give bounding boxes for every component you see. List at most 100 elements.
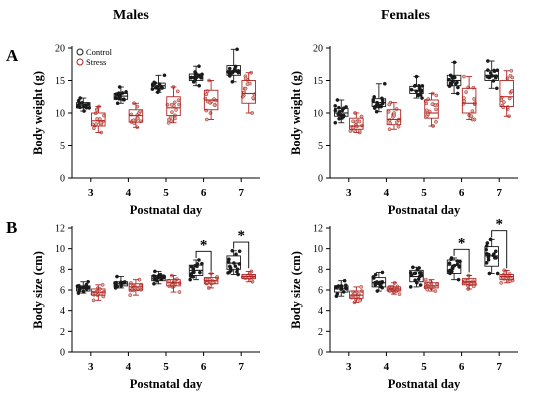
x-tick-label: 4 <box>384 361 390 373</box>
control-box-5 <box>408 265 424 289</box>
bracket-line <box>195 250 212 272</box>
box-iqr <box>188 73 204 81</box>
chart-females-weight: 0 5 10 15 20 3 4 5 6 7 Postnatal day Body weight (g… <box>289 44 518 217</box>
x-axis-label: Postnatal day <box>130 377 203 391</box>
y-tick-label: 6 <box>318 286 323 297</box>
data-point <box>233 264 238 269</box>
data-point <box>417 271 422 275</box>
data-point <box>243 76 248 81</box>
data-point <box>416 277 421 282</box>
data-point <box>493 75 498 80</box>
control-box-3 <box>75 279 91 295</box>
data-point <box>425 287 430 292</box>
data-point <box>387 102 392 107</box>
data-point <box>230 70 235 75</box>
y-tick-label: 12 <box>55 224 65 235</box>
y-axis-label: Body weight (g) <box>289 71 303 155</box>
data-point <box>212 103 217 107</box>
data-point <box>430 102 435 107</box>
data-point <box>100 282 105 287</box>
control-box-3 <box>333 98 349 125</box>
data-point <box>97 117 102 121</box>
stress-box-3 <box>349 285 364 305</box>
bracket-line <box>491 230 508 269</box>
legend-stress-marker <box>76 58 84 66</box>
y-tick-label: 15 <box>55 76 65 87</box>
y-tick-label: 4 <box>318 306 323 317</box>
data-point <box>372 95 377 99</box>
data-point <box>204 117 209 122</box>
chart-females-size: 0 2 4 6 8 10 12 3 4 5 6 7 Postnatal day Body size (cm… <box>289 217 518 391</box>
data-point <box>396 124 401 129</box>
stress-box-5 <box>423 277 439 293</box>
data-point <box>484 261 489 265</box>
significance-bracket-6: * <box>195 237 212 272</box>
data-point <box>177 290 182 294</box>
stress-box-4 <box>386 280 402 296</box>
control-box-5 <box>409 74 425 100</box>
y-tick-label: 5 <box>318 141 323 152</box>
stress-box-4 <box>386 100 402 132</box>
legend-stress-label: Stress <box>86 57 106 67</box>
x-tick-label: 7 <box>238 187 244 199</box>
data-point <box>359 285 363 289</box>
y-tick-label: 5 <box>60 141 65 152</box>
data-point <box>337 116 342 121</box>
data-point <box>373 283 378 287</box>
stress-box-5 <box>423 91 439 128</box>
data-point <box>169 102 174 107</box>
data-point <box>236 70 241 75</box>
data-point <box>91 298 96 303</box>
stress-box-7 <box>241 269 256 284</box>
box-iqr <box>386 109 402 126</box>
control-box-6 <box>446 60 462 96</box>
data-point <box>233 66 237 71</box>
data-point <box>418 283 423 287</box>
data-point <box>470 109 475 114</box>
x-tick-label: 6 <box>459 361 465 373</box>
data-point <box>204 92 209 97</box>
control-box-4 <box>371 81 387 114</box>
data-point <box>99 120 103 125</box>
y-tick-label: 20 <box>313 44 323 55</box>
data-point <box>485 241 490 245</box>
data-point <box>86 279 90 284</box>
data-point <box>499 280 504 285</box>
stress-box-5 <box>165 85 181 125</box>
control-box-5 <box>150 73 167 95</box>
x-tick-label: 6 <box>459 187 465 199</box>
significance-asterisk: * <box>200 237 208 253</box>
x-tick-label: 5 <box>163 361 169 373</box>
data-point <box>447 261 452 266</box>
stress-box-7 <box>499 268 515 285</box>
data-point <box>357 119 362 124</box>
y-tick-label: 0 <box>60 348 65 359</box>
panel-letter-a: A <box>6 46 19 65</box>
data-point <box>469 114 474 119</box>
control-box-6 <box>446 256 462 282</box>
data-point <box>373 272 378 277</box>
data-point <box>208 111 213 115</box>
x-tick-label: 3 <box>346 361 352 373</box>
y-tick-label: 8 <box>318 265 323 276</box>
data-point <box>351 119 355 124</box>
control-box-5 <box>151 269 167 286</box>
data-point <box>417 83 421 88</box>
data-point <box>409 87 414 92</box>
box-iqr <box>91 112 106 127</box>
data-point <box>161 274 166 278</box>
data-point <box>462 99 467 104</box>
data-point <box>434 119 438 124</box>
data-point <box>485 68 490 72</box>
box-iqr <box>461 87 477 114</box>
data-point <box>456 277 461 282</box>
x-tick-label: 4 <box>126 361 132 373</box>
data-point <box>484 251 489 256</box>
box-iqr <box>166 96 181 117</box>
data-point <box>235 270 239 274</box>
data-point <box>507 272 512 276</box>
control-box-7 <box>226 47 241 84</box>
y-tick-label: 2 <box>60 327 65 338</box>
data-point <box>192 270 196 275</box>
stress-box-7 <box>240 70 257 115</box>
